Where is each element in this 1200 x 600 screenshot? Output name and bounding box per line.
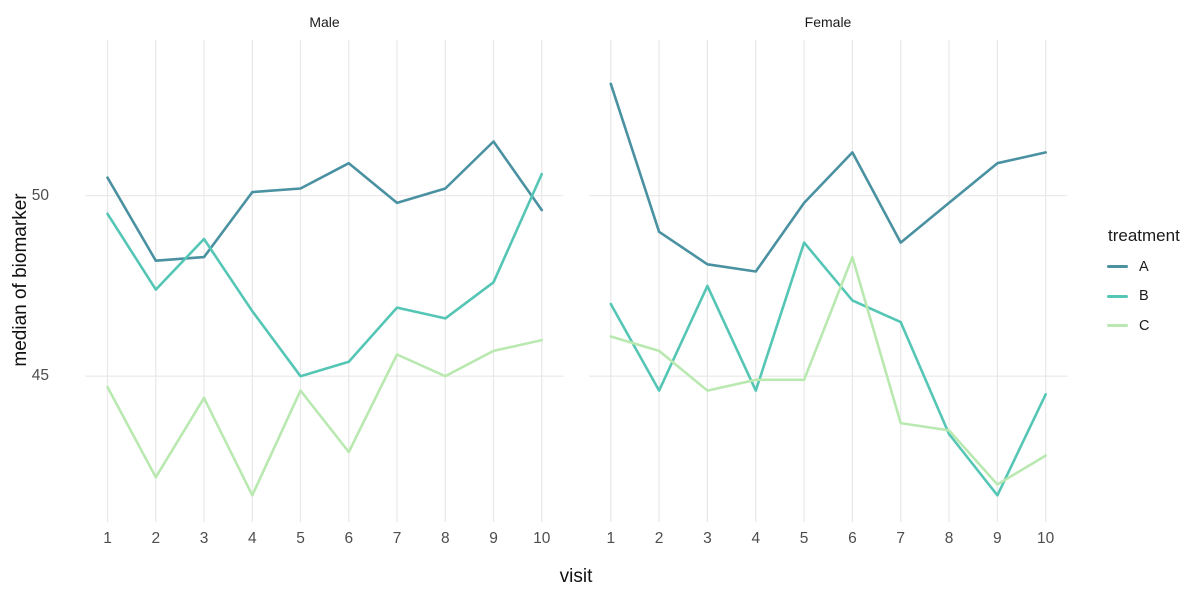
legend-item-label: B (1139, 288, 1149, 304)
x-tick-label-male-6: 6 (344, 529, 354, 547)
facet-female-series-C-line (609, 255, 1047, 486)
facet-female-series-B-line (609, 241, 1047, 497)
x-tick-label-female-2: 2 (654, 529, 664, 547)
legend-key-line-B (1107, 294, 1128, 298)
legend-title: treatment (1108, 226, 1180, 245)
x-tick-label-male-7: 7 (392, 529, 402, 547)
y-axis-title: median of biomarker (10, 193, 31, 367)
x-tick-label-female-6: 6 (848, 529, 857, 547)
legend-key-line-C (1107, 324, 1128, 327)
facet-male-series-B-line (106, 172, 544, 378)
x-tick-label-male-2: 2 (151, 529, 161, 547)
legend-key-line-A (1107, 265, 1128, 268)
legend-item-A: A (1107, 257, 1149, 277)
x-tick-label-female-4: 4 (751, 529, 761, 547)
facet-male-series-C-line (106, 338, 544, 497)
x-axis-title: visit (559, 566, 593, 587)
x-tick-label-male-9: 9 (489, 529, 498, 547)
facet-title-female: Female (804, 14, 852, 30)
x-tick-label-female-5: 5 (799, 529, 809, 547)
x-tick-label-female-9: 9 (993, 529, 1002, 547)
x-tick-label-male-3: 3 (199, 529, 209, 547)
x-tick-label-female-3: 3 (703, 529, 712, 547)
x-tick-label-female-10: 10 (1037, 529, 1055, 547)
x-tick-label-female-7: 7 (896, 529, 906, 547)
facet-female-series-A-line (609, 82, 1047, 273)
x-tick-label-male-5: 5 (296, 529, 305, 547)
x-tick-label-male-8: 8 (440, 529, 450, 547)
x-tick-label-male-1: 1 (103, 529, 112, 547)
legend-item-C: C (1107, 316, 1149, 336)
facet-male-series-A-line (106, 140, 544, 263)
facet-title-male: Male (309, 14, 340, 30)
legend-item-label: C (1139, 317, 1150, 334)
y-tick-label-45: 45 (31, 367, 49, 385)
legend-item-B: B (1107, 286, 1149, 306)
y-tick-label-50: 50 (31, 186, 49, 204)
x-tick-label-female-1: 1 (606, 529, 616, 547)
x-tick-label-male-10: 10 (533, 529, 551, 547)
legend-item-label: A (1139, 258, 1149, 275)
x-tick-label-male-4: 4 (247, 529, 257, 547)
x-tick-label-female-8: 8 (944, 529, 954, 547)
